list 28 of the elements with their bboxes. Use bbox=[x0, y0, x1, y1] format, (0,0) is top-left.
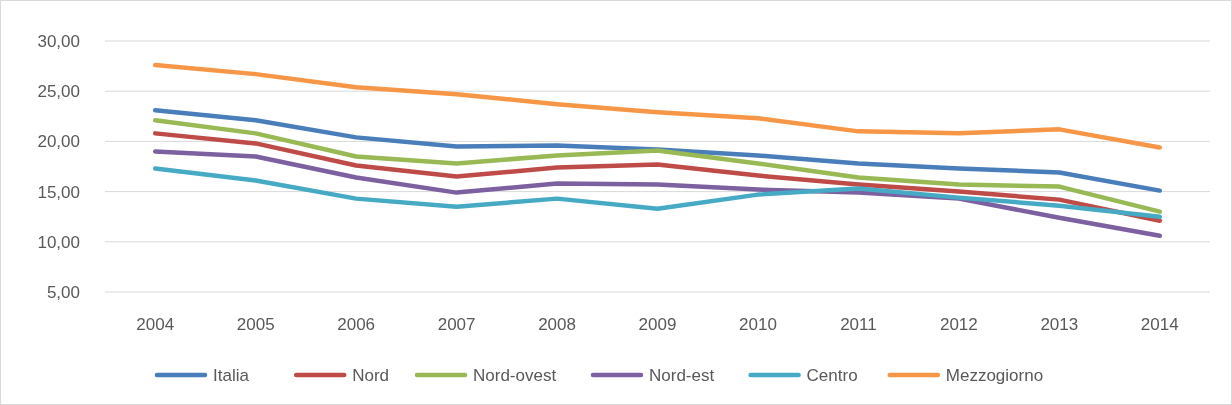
x-tick-label: 2013 bbox=[1040, 315, 1079, 334]
x-tick-label: 2014 bbox=[1140, 315, 1179, 334]
line-series bbox=[152, 131, 1163, 223]
x-tick-label: 2005 bbox=[236, 315, 275, 334]
y-tick-label: 5,00 bbox=[46, 282, 80, 302]
x-tick-label: 2011 bbox=[840, 315, 877, 334]
y-tick-label: 10,00 bbox=[37, 232, 80, 252]
y-tick-label: 30,00 bbox=[37, 31, 80, 51]
x-tick-label: 2007 bbox=[437, 315, 476, 334]
legend-label: Mezzogiorno bbox=[945, 365, 1044, 385]
legend-label: Centro bbox=[806, 365, 858, 385]
legend-label: Italia bbox=[213, 365, 250, 385]
legend-label: Nord-est bbox=[649, 365, 715, 385]
legend-label: Nord bbox=[352, 365, 390, 385]
x-tick-label: 2012 bbox=[939, 315, 978, 334]
x-tick-label: 2008 bbox=[538, 315, 576, 334]
x-tick-label: 2009 bbox=[638, 315, 677, 334]
x-tick-label: 2006 bbox=[337, 315, 376, 334]
y-tick-label: 20,00 bbox=[37, 132, 80, 152]
line-series bbox=[152, 62, 1163, 150]
legend-label: Nord-ovest bbox=[473, 365, 557, 385]
x-tick-label: 2004 bbox=[136, 315, 175, 334]
line-series bbox=[152, 118, 1163, 214]
line-series bbox=[152, 108, 1163, 193]
x-tick-label: 2010 bbox=[739, 315, 777, 334]
line-series bbox=[152, 166, 1163, 219]
y-tick-label: 25,00 bbox=[37, 82, 80, 102]
y-tick-label: 15,00 bbox=[37, 182, 80, 202]
